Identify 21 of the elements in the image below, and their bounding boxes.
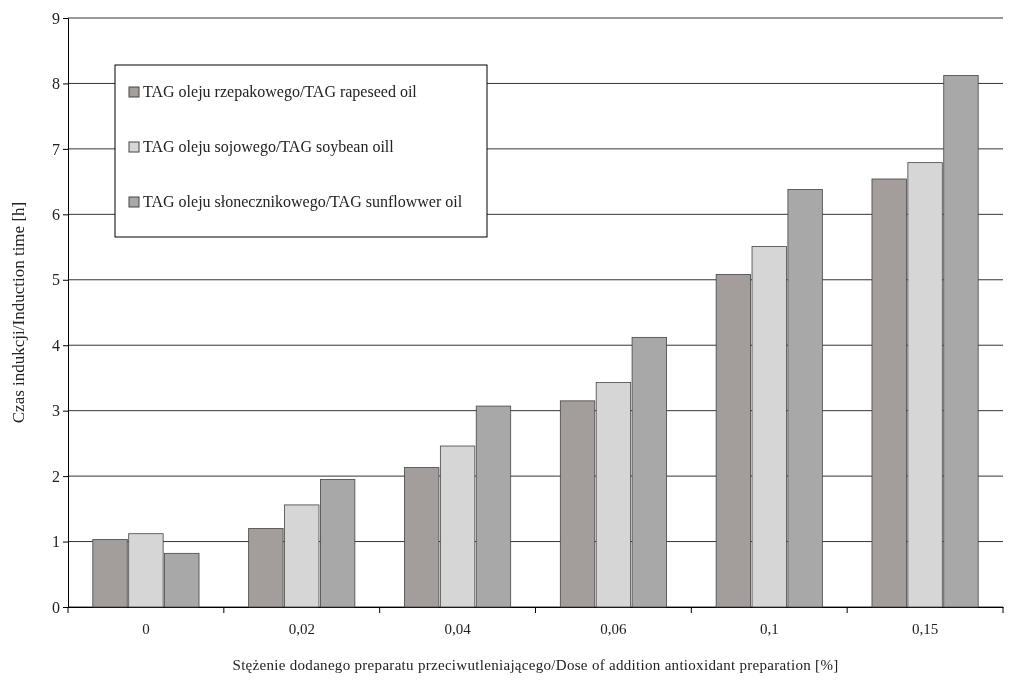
y-tick-label: 6 [52,205,60,223]
y-tick-label: 3 [52,402,60,420]
y-axis-title: Czas indukcji/Induction time [h] [9,201,28,424]
x-tick-label: 0,06 [600,621,628,637]
y-tick-label: 1 [52,533,60,551]
legend-label: TAG oleju rzepakowego/TAG rapeseed oil [143,83,418,101]
y-tick-label: 4 [52,336,60,354]
x-tick-label: 0,04 [444,621,472,637]
y-tick-label: 0 [52,598,60,616]
x-tick-label: 0 [142,621,150,637]
x-tick-label: 0,15 [911,621,939,637]
x-tick-label: 0,1 [759,621,779,637]
legend-label: TAG oleju słonecznikowego/TAG sunflowwer oil [143,193,463,211]
y-tick-label: 9 [52,9,60,27]
y-tick-label: 2 [52,467,60,485]
y-tick-label: 7 [52,140,60,158]
legend-label: TAG oleju sojowego/TAG soybean oill [143,138,395,156]
x-tick-label: 0,02 [288,621,315,637]
y-tick-label: 5 [52,271,60,289]
x-axis-title: Stężenie dodanego preparatu przeciwutleniającego/Dose of addition antioxidant preparation [%] [232,657,839,673]
y-tick-label: 8 [52,75,60,93]
